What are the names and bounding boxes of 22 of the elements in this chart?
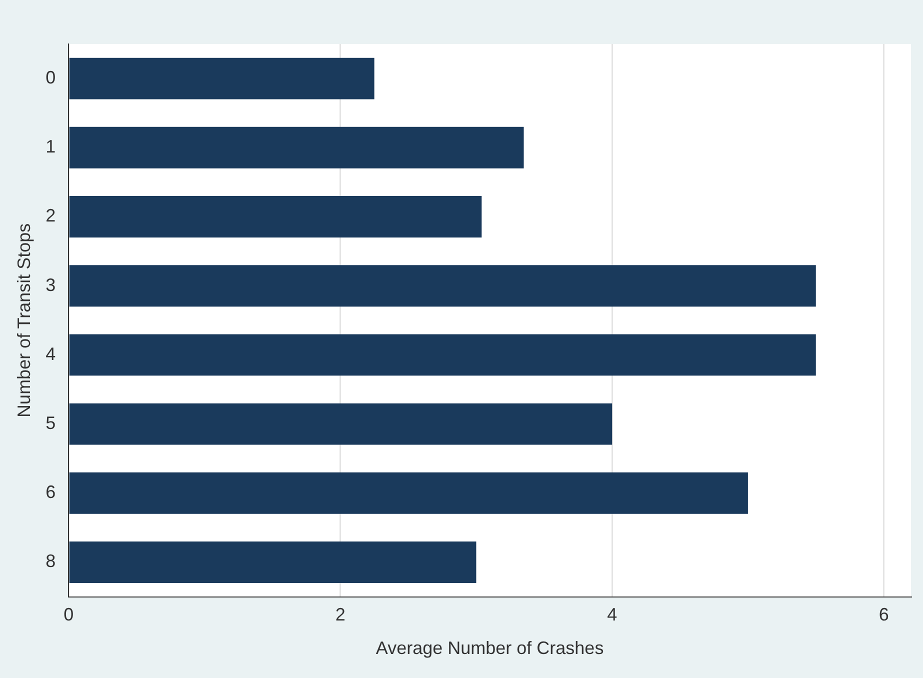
x-tick-label: 0 <box>64 604 74 625</box>
bar <box>69 334 816 376</box>
bar <box>69 472 748 514</box>
bar <box>69 403 612 445</box>
x-tick-label: 6 <box>878 604 889 625</box>
bar <box>69 126 524 168</box>
y-axis-title: Number of Transit Stops <box>14 223 34 418</box>
y-tick-label: 6 <box>46 482 56 502</box>
bar <box>69 542 476 583</box>
y-tick-label: 5 <box>46 413 56 434</box>
y-tick-label: 3 <box>46 274 56 295</box>
y-tick-label: 0 <box>46 68 56 88</box>
y-tick-label: 4 <box>46 344 56 364</box>
bar <box>69 265 816 307</box>
y-tick-label: 1 <box>46 136 56 157</box>
x-tick-label: 4 <box>607 604 618 625</box>
x-axis-title: Average Number of Crashes <box>376 638 604 658</box>
y-tick-label: 8 <box>46 551 56 572</box>
bar <box>69 196 482 238</box>
x-tick-label: 2 <box>335 604 346 625</box>
y-tick-label: 2 <box>46 206 56 226</box>
bar <box>69 58 374 100</box>
